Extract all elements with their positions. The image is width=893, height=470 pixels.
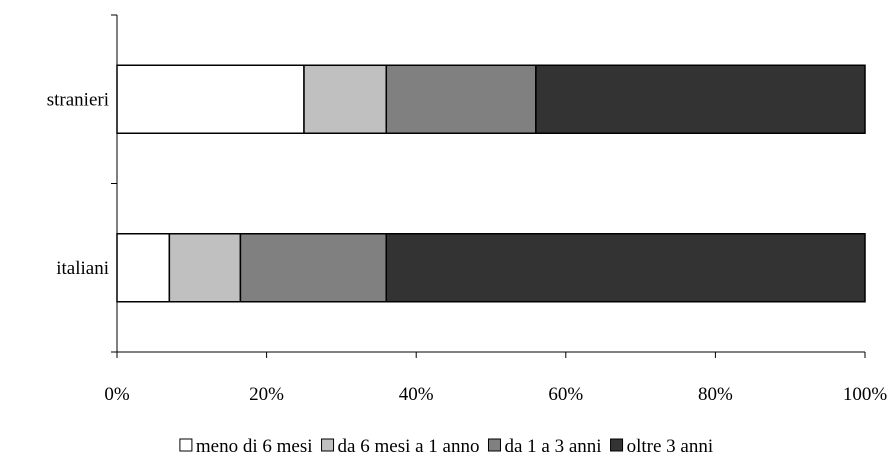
legend-swatch <box>321 438 335 452</box>
axes: stranieri italiani 0% 20% 40% 60% 80% 100% <box>47 14 888 405</box>
bar-stranieri-da-1-a-3-anni <box>385 64 537 134</box>
bar-italiani-meno-di-6-mesi <box>116 233 171 303</box>
legend-label: meno di 6 mesi <box>196 436 313 457</box>
legend-swatch <box>179 438 193 452</box>
x-tick-label: 60% <box>548 384 583 405</box>
x-tick-label: 20% <box>249 384 284 405</box>
legend-swatch <box>487 438 501 452</box>
bar-stranieri-oltre-3-anni <box>535 64 866 134</box>
legend-label: oltre 3 anni <box>627 436 714 457</box>
x-tick-label: 0% <box>104 384 130 405</box>
bar-stranieri-da-6-mesi-a-1-anno <box>303 64 388 134</box>
plot-area <box>116 64 866 303</box>
category-label: stranieri <box>47 89 109 110</box>
legend-item-meno-di-6-mesi: meno di 6 mesi <box>179 436 313 457</box>
legend-item-oltre-3-anni: oltre 3 anni <box>610 436 714 457</box>
legend-item-da-6-mesi-a-1-anno: da 6 mesi a 1 anno <box>321 436 480 457</box>
x-tick-label: 80% <box>698 384 733 405</box>
x-tick-label: 40% <box>399 384 434 405</box>
bar-stranieri-meno-di-6-mesi <box>116 64 305 134</box>
legend-label: da 6 mesi a 1 anno <box>338 436 480 457</box>
bar-italiani-da-1-a-3-anni <box>239 233 388 303</box>
x-tick-label: 100% <box>843 384 888 405</box>
legend-label: da 1 a 3 anni <box>504 436 601 457</box>
category-label: italiani <box>56 258 109 279</box>
legend: meno di 6 mesi da 6 mesi a 1 anno da 1 a 3… <box>179 436 714 457</box>
legend-item-da-1-a-3-anni: da 1 a 3 anni <box>487 436 602 457</box>
bar-italiani-oltre-3-anni <box>385 233 866 303</box>
bar-italiani-da-6-mesi-a-1-anno <box>168 233 242 303</box>
legend-swatch <box>610 438 624 452</box>
